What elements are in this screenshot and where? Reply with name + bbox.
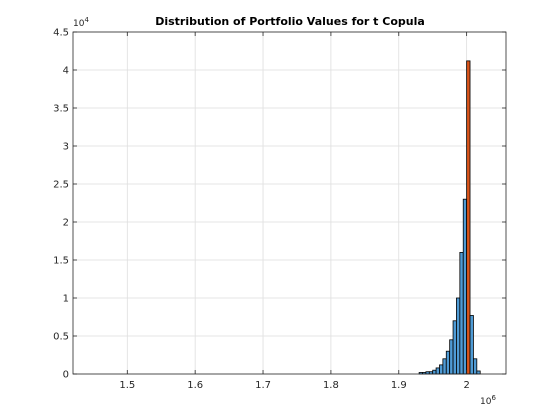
y-tick-label: 1 (63, 294, 69, 305)
x-tick-label: 1.8 (323, 380, 339, 391)
plot-area-border (72, 31, 507, 375)
x-exponent-power: 6 (491, 394, 496, 402)
x-axis-ticks: 1.5 1.6 1.7 1.8 1.9 2 (119, 32, 470, 391)
x-tick-label: 1.5 (119, 380, 135, 391)
histogram-bar (445, 350, 451, 375)
y-exponent-base: 10 (73, 19, 85, 29)
grid-lines (73, 31, 506, 375)
histogram-bar (452, 320, 457, 375)
histogram-bar (459, 251, 464, 375)
histogram-bar (442, 358, 447, 375)
y-tick-label: 0 (63, 370, 69, 381)
chart-title: Distribution of Portfolio Values for t C… (155, 15, 425, 28)
x-exponent-label: 106 (480, 394, 496, 407)
y-tick-label: 3 (63, 142, 69, 153)
histogram-bar (456, 297, 461, 375)
histogram-bar (462, 198, 468, 375)
y-tick-label: 4.5 (53, 28, 69, 39)
y-exponent-power: 4 (84, 16, 89, 24)
x-exponent-base: 10 (480, 397, 492, 407)
histogram-bar (449, 339, 454, 375)
y-tick-label: 4 (63, 66, 69, 77)
histogram-bar-highlight (466, 60, 471, 375)
histogram-bar (432, 369, 437, 375)
x-tick-label: 1.7 (255, 380, 271, 391)
y-tick-label: 3.5 (53, 104, 69, 115)
y-tick-label: 2 (63, 218, 69, 229)
histogram-bar (473, 358, 478, 375)
histogram-bar (469, 315, 474, 375)
y-exponent-label: 104 (73, 16, 89, 29)
x-tick-label: 1.9 (391, 380, 407, 391)
histogram-bar (476, 370, 481, 375)
y-axis-ticks: 0 0.5 1 1.5 2 2.5 3 3.5 4 4.5 (53, 28, 506, 381)
histogram-bar (435, 367, 440, 375)
x-tick-label: 2 (463, 380, 469, 391)
y-tick-label: 2.5 (53, 180, 69, 191)
y-tick-label: 0.5 (53, 332, 69, 343)
x-tick-label: 1.6 (187, 380, 203, 391)
y-tick-label: 1.5 (53, 256, 69, 267)
histogram-bar (439, 364, 444, 375)
